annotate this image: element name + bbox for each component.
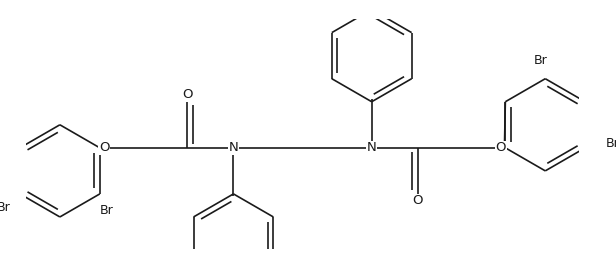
Text: O: O — [99, 141, 110, 154]
Text: Br: Br — [0, 201, 10, 214]
Text: Br: Br — [100, 204, 113, 217]
Text: O: O — [495, 141, 506, 154]
Text: Br: Br — [534, 54, 548, 67]
Text: N: N — [229, 141, 238, 154]
Text: O: O — [182, 88, 193, 101]
Text: N: N — [367, 141, 376, 154]
Text: Br: Br — [606, 137, 616, 150]
Text: O: O — [413, 194, 423, 207]
